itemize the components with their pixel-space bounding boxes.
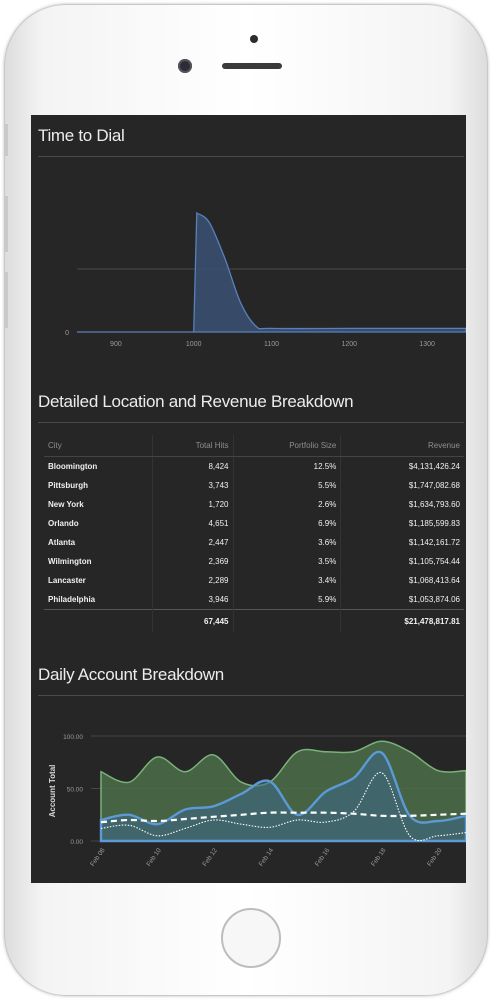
hits-cell: 3,743 (152, 476, 233, 495)
app-screen: Time to Dial 0 900 1000 1100 1200 1300 Detai… (31, 115, 466, 883)
table-row: New York 1,720 2.6% $1,634,793.60 (44, 495, 464, 514)
portfolio-cell: 6.9% (232, 514, 341, 533)
y-tick-label: 100.00 (63, 734, 83, 741)
x-tick-label: 1000 (186, 341, 202, 348)
y-tick-label: 50.00 (67, 787, 84, 794)
table-row: Atlanta 2,447 3.6% $1,142,161.72 (44, 533, 464, 552)
white-dashed-series-line (100, 811, 466, 824)
city-cell: Philadelphia (48, 595, 96, 604)
portfolio-cell: 3.4% (232, 571, 341, 590)
table-row: Philadelphia 3,946 5.9% $1,053,874.06 (44, 590, 464, 610)
total-revenue-cell: $21,478,817.81 (340, 609, 464, 632)
daily-account-divider (38, 695, 464, 696)
y-tick-label: 0.00 (70, 839, 83, 846)
x-tick-label: Feb 18 (370, 847, 388, 868)
revenue-cell: $1,105,754.44 (340, 552, 464, 571)
revenue-cell: $1,747,082.68 (340, 476, 464, 495)
revenue-table: City Total Hits Portfolio Size Revenue B… (44, 435, 464, 632)
total-portfolio-cell (232, 609, 341, 632)
total-hits-cell: 67,445 (152, 609, 233, 632)
x-tick-label: 1300 (419, 341, 435, 348)
proximity-sensor (250, 35, 258, 43)
revenue-cell: $1,053,874.06 (340, 590, 464, 610)
x-tick-label: Feb 08 (89, 847, 107, 868)
city-cell: Orlando (48, 519, 79, 528)
time-to-dial-chart: 0 900 1000 1100 1200 1300 (65, 211, 466, 348)
revenue-cell: $1,142,161.72 (340, 533, 464, 552)
x-tick-label: Feb 20 (426, 847, 444, 868)
column-header-revenue[interactable]: Revenue (340, 435, 464, 457)
volume-up-button (4, 196, 8, 252)
portfolio-cell: 12.5% (232, 456, 341, 476)
total-label-cell (44, 609, 153, 632)
x-tick-label: 1200 (342, 341, 358, 348)
earpiece-speaker (222, 63, 282, 69)
x-tick-label: Feb 10 (145, 847, 163, 868)
location-revenue-divider (38, 422, 464, 423)
hits-cell: 3,946 (152, 590, 233, 610)
hits-cell: 2,447 (152, 533, 233, 552)
table-row: Lancaster 2,289 3.4% $1,068,413.64 (44, 571, 464, 590)
column-header-portfolio-size[interactable]: Portfolio Size (232, 435, 341, 457)
white-dotted-series-line (100, 772, 466, 842)
location-revenue-title: Detailed Location and Revenue Breakdown (38, 392, 354, 411)
front-camera (178, 59, 192, 73)
table-row: Pittsburgh 3,743 5.5% $1,747,082.68 (44, 476, 464, 495)
volume-down-button (4, 272, 8, 328)
portfolio-cell: 5.5% (232, 476, 341, 495)
portfolio-cell: 3.5% (232, 552, 341, 571)
daily-account-title: Daily Account Breakdown (38, 665, 224, 684)
table-total-row: 67,445 $21,478,817.81 (44, 609, 464, 632)
table-row: Orlando 4,651 6.9% $1,185,599.83 (44, 514, 464, 533)
dial-time-area (77, 211, 466, 333)
column-header-total-hits[interactable]: Total Hits (152, 435, 233, 457)
city-cell: Pittsburgh (48, 481, 88, 490)
column-header-city[interactable]: City (44, 435, 153, 457)
city-cell: Bloomington (48, 462, 98, 471)
revenue-cell: $1,068,413.64 (340, 571, 464, 590)
revenue-cell: $1,185,599.83 (340, 514, 464, 533)
city-cell: Wilmington (48, 557, 92, 566)
hits-cell: 2,289 (152, 571, 233, 590)
y-axis-label: Account Total (48, 765, 57, 818)
table-row: Bloomington 8,424 12.5% $4,131,426.24 (44, 456, 464, 476)
revenue-cell: $4,131,426.24 (340, 456, 464, 476)
x-tick-label: Feb 16 (314, 847, 332, 868)
table-row: Wilmington 2,369 3.5% $1,105,754.44 (44, 552, 464, 571)
x-tick-label: Feb 12 (202, 847, 220, 868)
y-tick-label: 0 (65, 330, 69, 337)
revenue-cell: $1,634,793.60 (340, 495, 464, 514)
table-header-row: City Total Hits Portfolio Size Revenue (44, 435, 464, 457)
x-tick-label: 1100 (264, 341, 279, 348)
hits-cell: 4,651 (152, 514, 233, 533)
city-cell: Atlanta (48, 538, 76, 547)
portfolio-cell: 2.6% (232, 495, 341, 514)
x-axis-ticks: 900 1000 1100 1200 1300 (110, 341, 435, 348)
hits-cell: 2,369 (152, 552, 233, 571)
x-tick-label: 900 (110, 341, 122, 348)
city-cell: Lancaster (48, 576, 86, 585)
x-tick-label: Feb 14 (258, 847, 276, 868)
hits-cell: 8,424 (152, 456, 233, 476)
time-to-dial-divider (38, 156, 464, 157)
x-axis-ticks: Feb 08 Feb 10 Feb 12 Feb 14 Feb 16 Feb 18 Feb … (89, 847, 443, 868)
portfolio-cell: 3.6% (232, 533, 341, 552)
mute-switch (4, 124, 8, 156)
home-button[interactable] (221, 908, 281, 968)
time-to-dial-title: Time to Dial (38, 126, 125, 145)
city-cell: New York (48, 500, 84, 509)
portfolio-cell: 5.9% (232, 590, 341, 610)
hits-cell: 1,720 (152, 495, 233, 514)
